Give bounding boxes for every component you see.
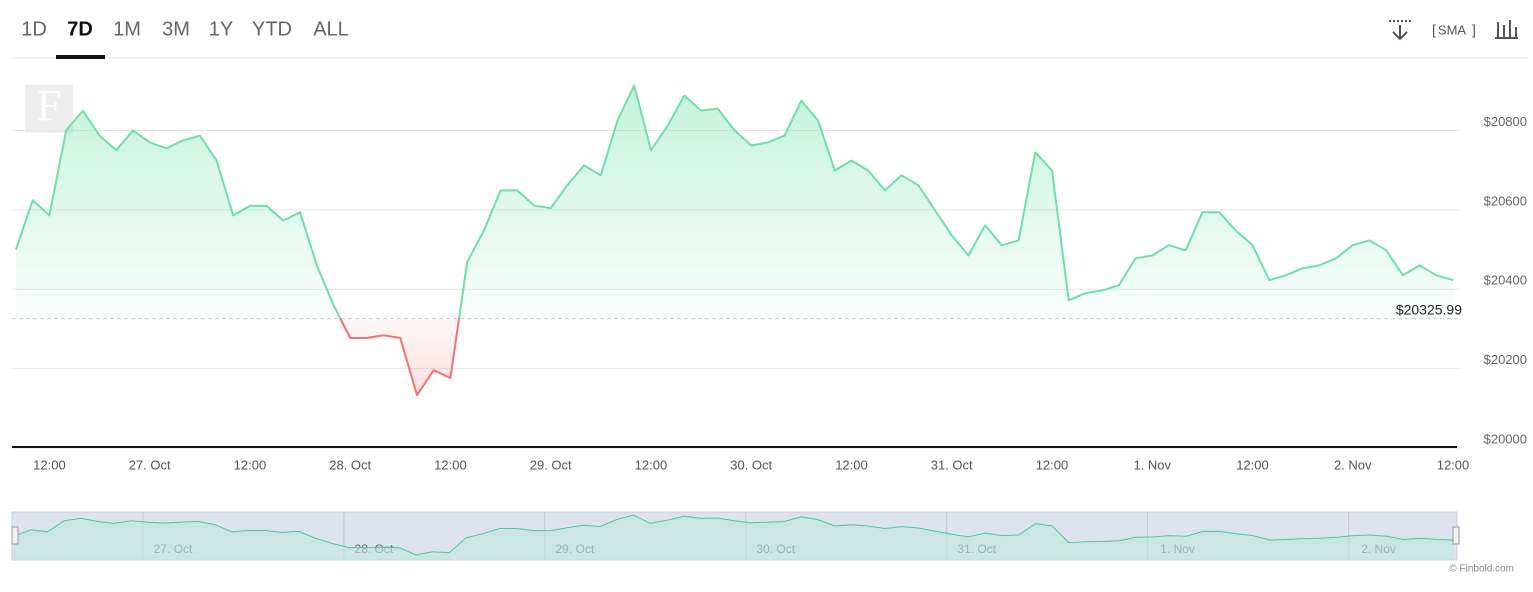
navigator-line bbox=[13, 514, 1455, 556]
sma-bracket: [ bbox=[1432, 22, 1436, 38]
navigator-handle[interactable] bbox=[1452, 526, 1460, 545]
x-tick-label: 30. Oct bbox=[730, 457, 772, 472]
price-line bbox=[15, 84, 1454, 397]
x-tick-label: 2. Nov bbox=[1334, 457, 1372, 472]
y-tick-label: $20600 bbox=[1484, 193, 1527, 208]
sma-bracket: ] bbox=[1472, 22, 1476, 38]
reference-label: $20325.99 bbox=[1396, 301, 1462, 317]
range-button[interactable]: ALL bbox=[313, 18, 349, 40]
download-icon[interactable] bbox=[1389, 20, 1411, 41]
x-tick-label: 27. Oct bbox=[129, 457, 171, 472]
x-tick-label: 12:00 bbox=[434, 457, 467, 472]
x-tick-label: 28. Oct bbox=[329, 457, 371, 472]
y-tick-label: $20400 bbox=[1484, 273, 1527, 288]
navigator-area bbox=[14, 515, 1454, 560]
x-tick-label: 29. Oct bbox=[530, 457, 572, 472]
price-area bbox=[16, 85, 1453, 396]
range-button[interactable]: 1D bbox=[21, 18, 47, 40]
navigator-handle[interactable] bbox=[11, 526, 19, 545]
candlestick-icon[interactable] bbox=[1495, 20, 1518, 39]
range-button[interactable]: YTD bbox=[252, 18, 292, 40]
x-tick-label: 12:00 bbox=[1036, 457, 1069, 472]
credit: © Finbold.com bbox=[1449, 564, 1514, 575]
logo: F bbox=[37, 81, 61, 130]
range-button[interactable]: 7D bbox=[67, 18, 93, 40]
y-tick-label: $20200 bbox=[1484, 352, 1527, 367]
range-button[interactable]: 3M bbox=[162, 18, 190, 40]
x-tick-label: 31. Oct bbox=[931, 457, 973, 472]
x-tick-label: 12:00 bbox=[1437, 457, 1470, 472]
y-tick-label: $20000 bbox=[1484, 431, 1527, 446]
sma-button[interactable]: SMA bbox=[1438, 22, 1467, 37]
range-underline bbox=[56, 55, 105, 59]
x-tick-label: 12:00 bbox=[835, 457, 868, 472]
x-tick-label: 1. Nov bbox=[1133, 457, 1171, 472]
x-tick-label: 12:00 bbox=[234, 457, 267, 472]
x-tick-label: 12:00 bbox=[635, 457, 668, 472]
logo-box bbox=[25, 85, 73, 133]
x-tick-label: 12:00 bbox=[33, 457, 66, 472]
range-button[interactable]: 1M bbox=[113, 18, 141, 40]
x-tick-label: 12:00 bbox=[1236, 457, 1269, 472]
range-button[interactable]: 1Y bbox=[209, 18, 233, 40]
y-tick-label: $20800 bbox=[1484, 114, 1527, 129]
